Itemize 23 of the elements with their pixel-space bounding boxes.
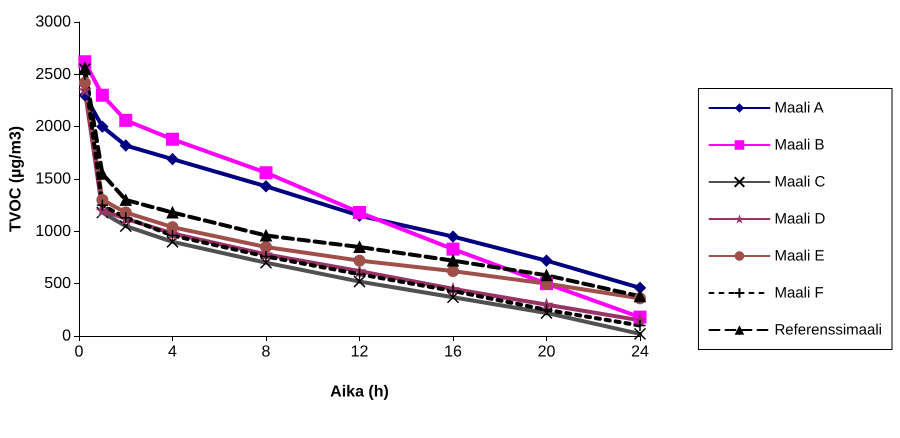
x-tick-label: 24 — [631, 344, 649, 360]
x-tick-label: 8 — [262, 344, 271, 360]
y-tick-label: 0 — [62, 328, 72, 344]
y-tick-label: 500 — [44, 275, 72, 292]
x-tick-label: 0 — [74, 344, 84, 360]
legend-label: Maali A — [774, 100, 824, 116]
x-tick-label: 12 — [350, 344, 368, 360]
y-tick-label: 3000 — [35, 14, 72, 30]
y-tick-label: 2500 — [35, 66, 72, 83]
legend-label: Maali B — [774, 136, 824, 154]
x-tick-label: 16 — [444, 344, 462, 360]
legend-label: Maali F — [774, 284, 824, 302]
legend-label: Referenssimaali — [774, 322, 882, 338]
legend-label: Maali C — [774, 174, 826, 190]
legend-label: Maali D — [774, 210, 826, 228]
x-tick-label: 4 — [168, 344, 178, 360]
legend-label: Maali E — [774, 248, 824, 264]
y-tick-label: 1500 — [35, 170, 72, 188]
x-axis-title: Aika (h) — [330, 384, 389, 400]
x-tick-label: 20 — [538, 344, 556, 360]
y-axis-title: TVOC (µg/m3) — [8, 126, 24, 232]
y-tick-label: 2000 — [35, 118, 72, 136]
y-tick-label: 1000 — [35, 222, 72, 240]
